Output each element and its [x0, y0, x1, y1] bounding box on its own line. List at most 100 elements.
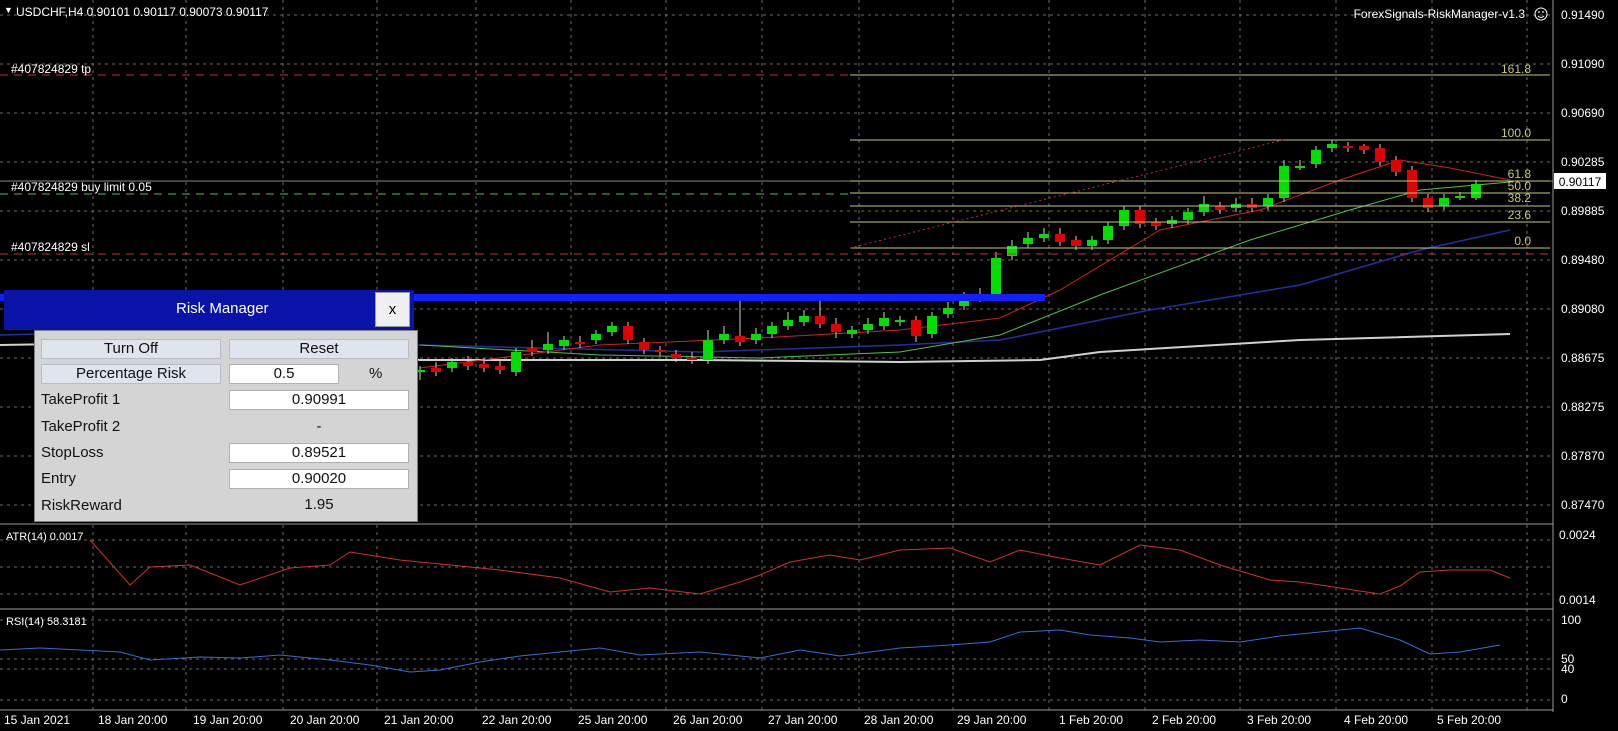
time-label: 1 Feb 20:00 — [1059, 713, 1123, 727]
candle-body — [1391, 160, 1401, 172]
entry-label: Entry — [41, 470, 77, 487]
candle-body — [1023, 238, 1033, 244]
candle-body — [1279, 166, 1289, 198]
candle-body — [751, 334, 761, 340]
candle-body — [831, 324, 841, 332]
percentage-risk-input[interactable]: 0.5 — [229, 364, 339, 384]
candle-body — [703, 340, 713, 360]
time-label: 25 Jan 20:00 — [578, 713, 648, 727]
candle-body — [895, 320, 905, 322]
candle-body — [1215, 206, 1225, 210]
candle-body — [1359, 146, 1369, 150]
candle-body — [735, 336, 745, 342]
candle-body — [1007, 246, 1017, 256]
takeprofit2-label: TakeProfit 2 — [41, 418, 121, 435]
time-label: 21 Jan 20:00 — [384, 713, 454, 727]
candle-body — [559, 340, 569, 346]
price-label: 0.90690 — [1561, 106, 1605, 120]
fib-label: 61.8 — [1508, 167, 1532, 181]
candle-body — [639, 342, 649, 350]
candle-body — [1103, 226, 1113, 240]
candle-body — [1071, 240, 1081, 246]
time-label: 15 Jan 2021 — [4, 713, 70, 727]
stoploss-label: StopLoss — [41, 444, 104, 461]
rsi-axis-label: 100 — [1561, 613, 1581, 627]
candle-body — [623, 326, 633, 340]
risk-manager-close-button[interactable]: x — [375, 292, 410, 327]
time-label: 28 Jan 20:00 — [864, 713, 934, 727]
percent-sign: % — [369, 365, 383, 382]
candle-body — [1327, 144, 1337, 148]
candle-body — [1407, 170, 1417, 198]
takeprofit2-value: - — [316, 418, 322, 435]
reset-button[interactable]: Reset — [229, 339, 409, 359]
candle-body — [671, 354, 681, 358]
candle-body — [431, 368, 441, 372]
risk-manager-titlebar[interactable]: Risk Manager — [4, 290, 414, 330]
candle-body — [1263, 198, 1273, 206]
time-label: 26 Jan 20:00 — [673, 713, 743, 727]
tp-line-label[interactable]: #407824829 tp — [11, 62, 91, 76]
entry-input[interactable]: 0.90020 — [229, 469, 409, 489]
candle-body — [1151, 222, 1161, 226]
candle-body — [1087, 240, 1097, 246]
candle-body — [799, 316, 809, 322]
fib-trend — [849, 139, 1284, 249]
percentage-risk-button[interactable]: Percentage Risk — [41, 364, 221, 384]
candle-body — [1055, 234, 1065, 242]
candle-body — [495, 366, 505, 370]
candle-body — [511, 352, 521, 372]
candle-body — [1039, 234, 1049, 238]
candle-body — [1295, 166, 1305, 168]
candle-body — [719, 334, 729, 340]
fib-label: 161.8 — [1501, 62, 1531, 76]
entry-line-label[interactable]: #407824829 buy limit 0.05 — [11, 180, 152, 194]
atr-axis-top: 0.0024 — [1559, 528, 1596, 542]
candle-body — [1423, 198, 1433, 208]
candle-body — [815, 316, 825, 324]
time-axis: 15 Jan 2021 18 Jan 20:00 19 Jan 20:00 20… — [4, 713, 1501, 727]
rsi-axis-label: 40 — [1561, 662, 1575, 676]
candle-body — [991, 258, 1001, 296]
candle-body — [847, 330, 857, 334]
turn-off-button[interactable]: Turn Off — [41, 339, 221, 359]
candle-body — [959, 298, 969, 306]
candle-body — [1343, 146, 1353, 148]
rsi-label: RSI(14) 58.3181 — [6, 616, 87, 628]
takeprofit1-input[interactable]: 0.90991 — [229, 390, 409, 410]
candle-body — [1311, 150, 1321, 164]
candle-body — [911, 320, 921, 336]
candle-body — [767, 326, 777, 334]
fib-label: 50.0 — [1508, 179, 1532, 193]
atr-label: ATR(14) 0.0017 — [6, 531, 83, 543]
indicator-name: ForexSignals-RiskManager-v1.3 — [1354, 7, 1526, 21]
candle-body — [863, 324, 873, 330]
riskreward-label: RiskReward — [41, 497, 122, 514]
price-axis: 0.91490 0.91090 0.90690 0.90285 0.89885 … — [1561, 8, 1605, 512]
price-label: 0.90285 — [1561, 155, 1605, 169]
candle-body — [1199, 204, 1209, 212]
time-label: 19 Jan 20:00 — [193, 713, 263, 727]
candle-body — [1135, 210, 1145, 224]
symbol-dropdown-arrow[interactable]: ▼ — [4, 5, 13, 15]
price-label: 0.89080 — [1561, 302, 1605, 316]
sl-line-label[interactable]: #407824829 sl — [11, 240, 90, 254]
candle-body — [687, 358, 697, 360]
stoploss-input[interactable]: 0.89521 — [229, 443, 409, 463]
candle-body — [943, 308, 953, 314]
time-label: 20 Jan 20:00 — [290, 713, 360, 727]
riskreward-value: 1.95 — [304, 496, 334, 513]
rsi-axis-label: 0 — [1561, 692, 1568, 706]
time-label: 5 Feb 20:00 — [1437, 713, 1501, 727]
candle-body — [1375, 148, 1385, 162]
smiley-icon — [1534, 7, 1548, 21]
candle-body — [1439, 198, 1449, 206]
candle-body — [607, 326, 617, 332]
fib-label: 38.2 — [1508, 191, 1532, 205]
risk-manager-panel: Turn Off Reset Percentage Risk 0.5 % Tak… — [34, 330, 418, 522]
time-label: 29 Jan 20:00 — [957, 713, 1027, 727]
current-price-box — [1554, 173, 1606, 189]
chart-overlays — [0, 74, 1553, 673]
price-label: 0.87470 — [1561, 498, 1605, 512]
fib-label: 0.0 — [1514, 234, 1531, 248]
